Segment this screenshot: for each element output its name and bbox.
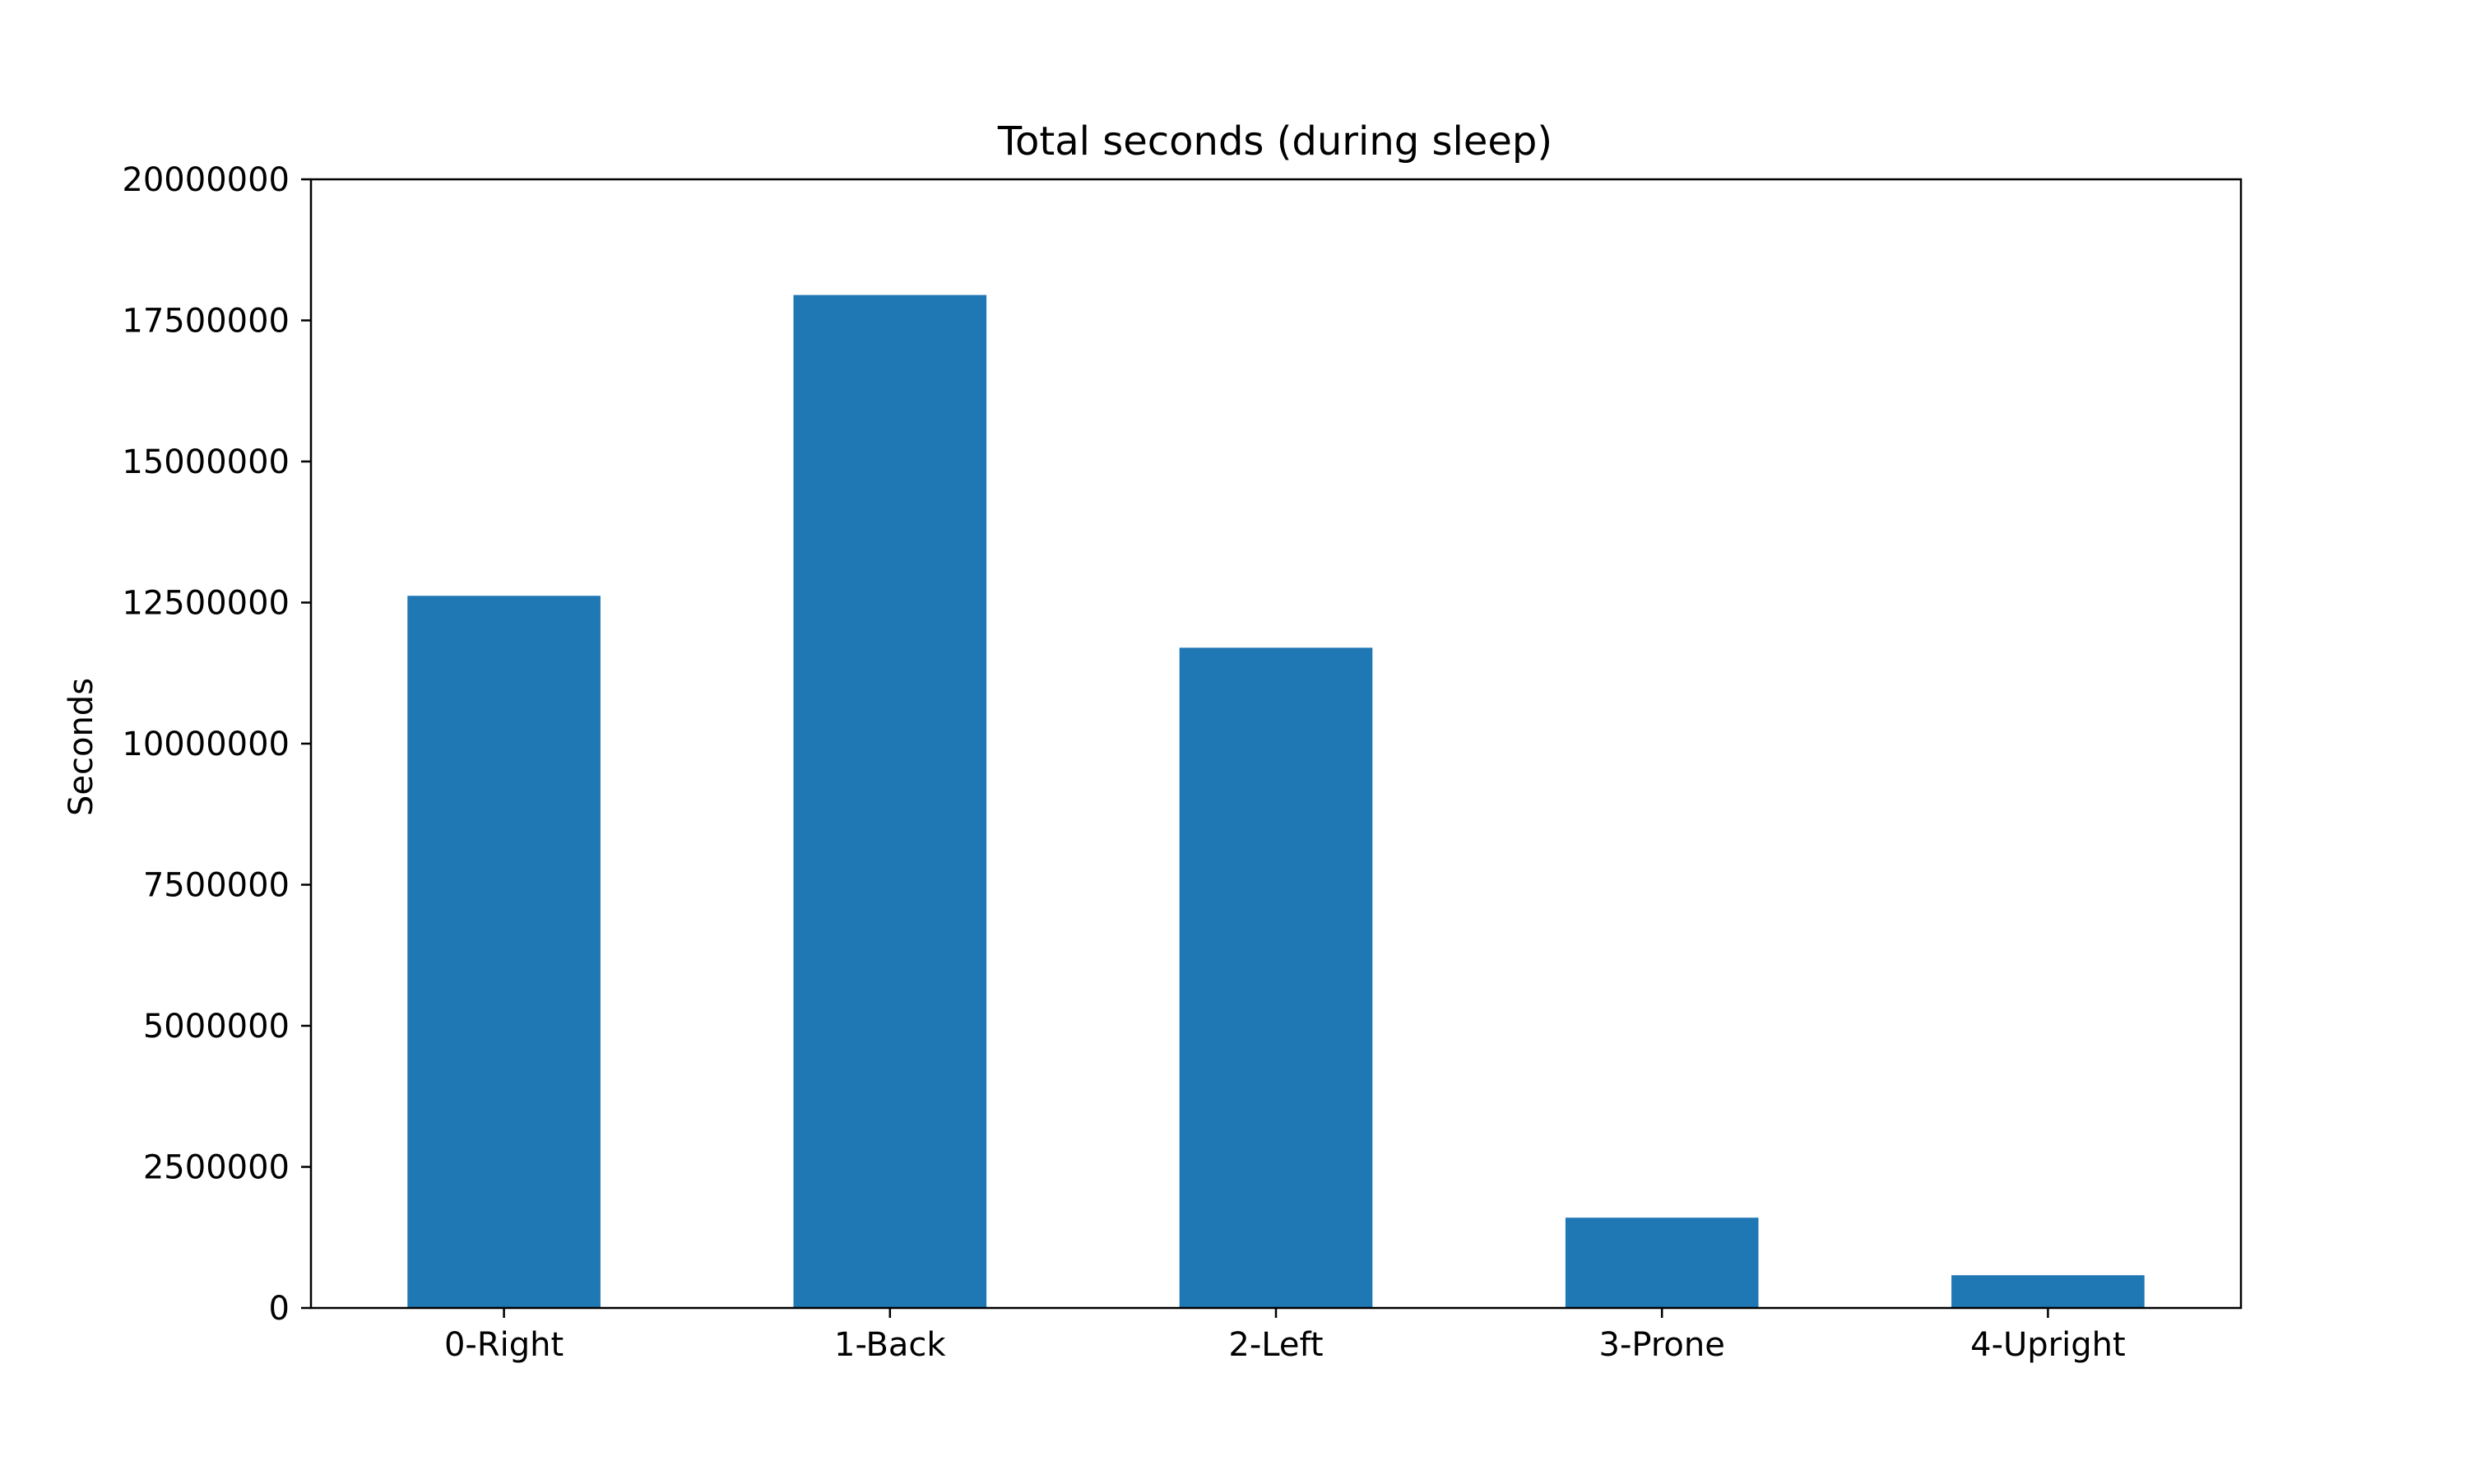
bars-group <box>407 294 2145 1308</box>
y-tick-label: 12500000 <box>122 585 290 623</box>
y-tick-label: 7500000 <box>143 867 290 905</box>
y-tick-label: 17500000 <box>122 303 290 341</box>
y-tick-label: 20000000 <box>122 161 290 199</box>
x-tick-label: 0-Right <box>444 1326 564 1364</box>
y-axis-title: Seconds <box>63 678 100 816</box>
y-tick-label: 0 <box>269 1290 290 1328</box>
bar-1-back <box>793 294 987 1308</box>
x-axis-ticks: 0-Right 1-Back 2-Left 3-Prone 4-Upright <box>444 1308 2126 1364</box>
bar-4-upright <box>1951 1275 2145 1308</box>
x-tick-label: 4-Upright <box>1970 1326 2126 1364</box>
x-tick-label: 3-Prone <box>1599 1326 1725 1364</box>
x-tick-label: 1-Back <box>834 1326 946 1364</box>
y-tick-label: 10000000 <box>122 726 290 763</box>
chart-title: Total seconds (during sleep) <box>997 118 1552 165</box>
y-tick-label: 5000000 <box>143 1008 290 1046</box>
y-axis-ticks: 0 2500000 5000000 7500000 10000000 12500000 15… <box>122 161 311 1328</box>
x-tick-label: 2-Left <box>1228 1326 1323 1364</box>
bar-3-prone <box>1565 1217 1759 1308</box>
bar-0-right <box>407 596 601 1308</box>
y-tick-label: 15000000 <box>122 443 290 481</box>
y-tick-label: 2500000 <box>143 1149 290 1187</box>
plot-area-frame <box>309 178 2243 1310</box>
bar-2-left <box>1179 647 1373 1308</box>
